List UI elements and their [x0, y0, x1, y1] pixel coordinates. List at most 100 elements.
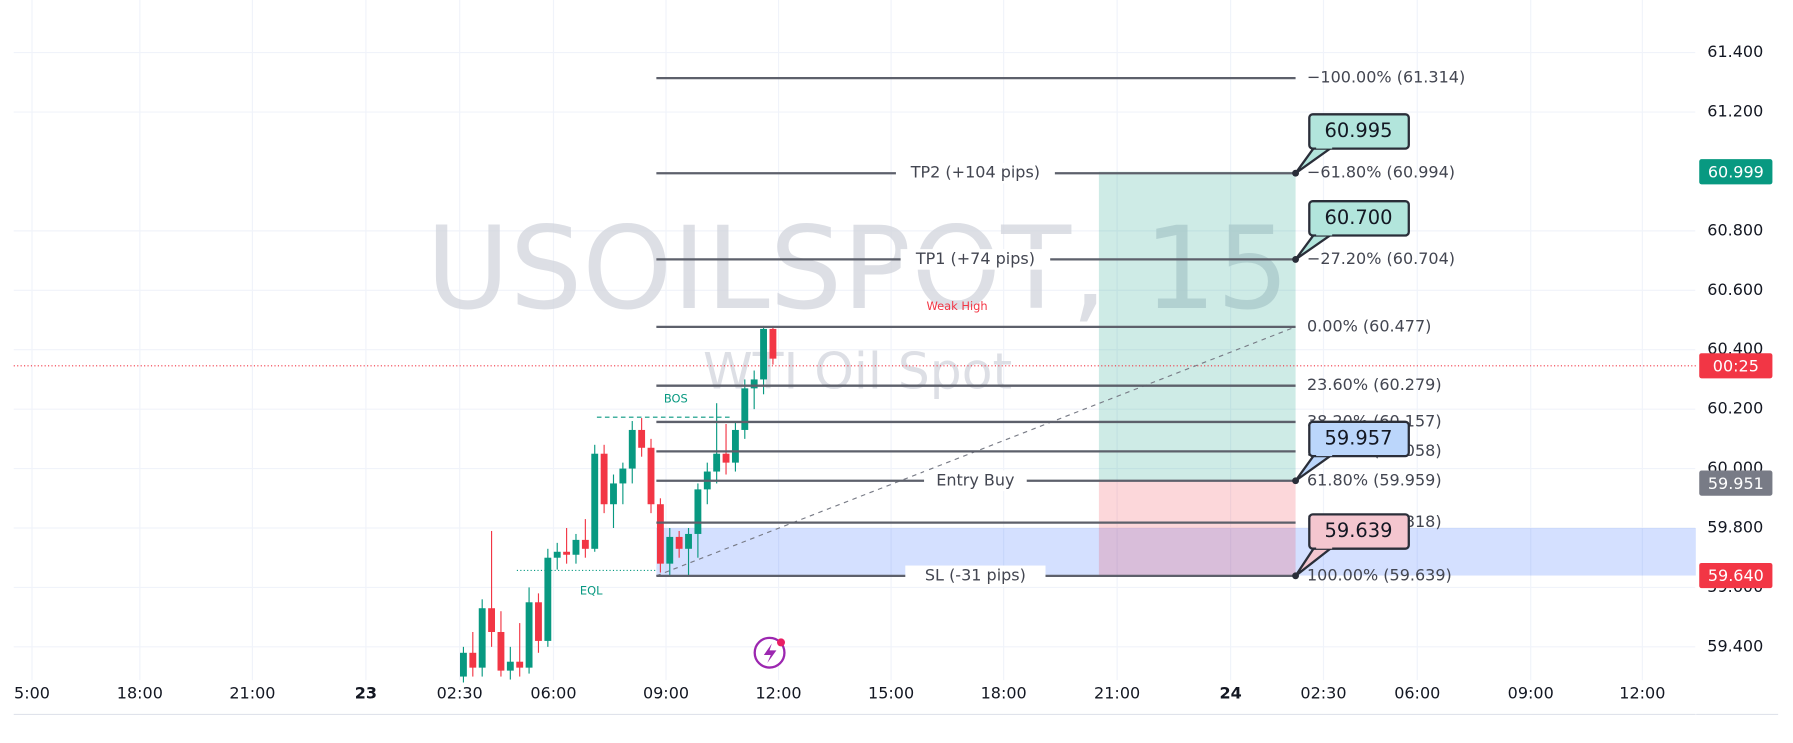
fib-label: 100.00% (59.639)	[1307, 565, 1452, 584]
tag-bg	[905, 565, 1046, 587]
watermark-sub: WTI Oil Spot	[703, 341, 1012, 400]
price-badge-label: 59.951	[1708, 474, 1764, 493]
y-tick-label: 61.200	[1707, 102, 1763, 121]
candle-body	[694, 489, 702, 534]
fib-label: 23.60% (60.279)	[1307, 375, 1442, 394]
callout-label: 60.700	[1324, 206, 1392, 229]
candle-body	[544, 557, 552, 641]
x-tick-label: 12:00	[756, 683, 802, 702]
candle-body	[516, 661, 524, 668]
price-badge-label: 59.640	[1708, 566, 1764, 585]
x-tick-label: 21:00	[229, 683, 275, 702]
fib-label: 61.80% (59.959)	[1307, 470, 1442, 489]
fib-label: −100.00% (61.314)	[1307, 68, 1465, 87]
candle-body	[488, 608, 496, 632]
x-tick-label: 18:00	[117, 683, 163, 702]
annotation: EQL	[580, 583, 603, 597]
fib-label: −61.80% (60.994)	[1307, 163, 1455, 182]
candle-body	[731, 429, 739, 463]
candle-body	[750, 379, 758, 389]
price-badge	[1699, 470, 1773, 496]
x-tick-label: 18:00	[981, 683, 1027, 702]
y-tick-label: 60.600	[1707, 280, 1763, 299]
candle-body	[553, 551, 561, 558]
x-tick-label: 06:00	[530, 683, 576, 702]
y-tick-label: 59.800	[1707, 518, 1763, 537]
candle-body	[685, 533, 692, 549]
x-tick-label: 09:00	[1508, 683, 1554, 702]
candle-body	[572, 539, 580, 555]
watermark: USOILSPOT, 15	[426, 202, 1289, 335]
x-tick-label: 12:00	[1619, 683, 1665, 702]
candle-body	[769, 328, 777, 359]
y-tick-label: 60.800	[1707, 220, 1763, 239]
price-badge-label: 00:25	[1713, 356, 1759, 375]
anchor-dot	[1292, 477, 1300, 485]
tag-bg	[895, 162, 1055, 184]
callout-label: 59.957	[1324, 426, 1392, 449]
fib-tag: SL (-31 pips)	[925, 565, 1026, 584]
candle-body	[600, 453, 608, 505]
y-tick-label: 61.400	[1707, 42, 1763, 61]
candle-body	[478, 608, 486, 668]
callout-seam	[1316, 451, 1333, 457]
callout-label: 59.639	[1324, 519, 1392, 542]
fib-label: −27.20% (60.704)	[1307, 249, 1455, 268]
anchor-dot	[1292, 255, 1300, 263]
callout-box	[1308, 200, 1410, 237]
x-tick-label: 02:30	[437, 683, 483, 702]
candle-body	[656, 504, 664, 564]
candle-body	[628, 429, 636, 469]
annotation: BOS	[664, 391, 688, 405]
candle-body	[591, 453, 599, 549]
price-badge	[1699, 562, 1773, 589]
callout-label: 60.995	[1324, 119, 1392, 142]
x-tick-label: 21:00	[1094, 683, 1140, 702]
anchor-dot	[1292, 169, 1300, 177]
price-badge	[1699, 159, 1773, 185]
callout-box	[1308, 513, 1410, 550]
candle-body	[675, 536, 683, 549]
anchor-dot	[1292, 572, 1300, 580]
fib-label: 0.00% (60.477)	[1307, 316, 1431, 335]
candle-body	[619, 468, 627, 484]
candle-body	[741, 388, 749, 430]
price-badge	[1699, 353, 1773, 379]
candle-body	[713, 453, 721, 472]
callout-box	[1308, 420, 1410, 458]
callout-seam	[1316, 230, 1333, 236]
lightning-glyph	[763, 643, 777, 663]
x-tick-label: 06:00	[1394, 683, 1440, 702]
candle-body	[638, 429, 646, 448]
x-tick-label: 09:00	[643, 683, 689, 702]
fib-tag: TP1 (+74 pips)	[915, 249, 1035, 268]
x-tick-label: 24	[1219, 683, 1241, 702]
callout-seam	[1316, 544, 1333, 549]
callout-seam	[1316, 144, 1333, 149]
candle-body	[525, 602, 533, 668]
tag-bg	[924, 470, 1027, 492]
x-tick-label: 02:30	[1300, 683, 1346, 702]
y-tick-label: 59.400	[1707, 636, 1763, 655]
candle-body	[563, 551, 571, 555]
candle-body	[581, 539, 589, 549]
candle-body	[506, 661, 514, 671]
candle-body	[610, 483, 617, 505]
x-tick-label: 23	[355, 683, 377, 702]
annotation: Weak High	[927, 299, 988, 313]
callout-box	[1308, 113, 1410, 150]
fib-tag: TP2 (+104 pips)	[910, 163, 1040, 182]
candle-body	[460, 652, 467, 677]
x-tick-label: 15:00	[868, 683, 914, 702]
candle-body	[722, 453, 730, 463]
x-tick-label: 5:00	[14, 683, 50, 702]
y-tick-label: 60.200	[1707, 399, 1763, 418]
candle-body	[469, 652, 477, 668]
candle-body	[760, 328, 767, 380]
candle-body	[666, 536, 674, 564]
demand-zone	[656, 528, 1696, 576]
price-badge-label: 60.999	[1708, 162, 1764, 181]
